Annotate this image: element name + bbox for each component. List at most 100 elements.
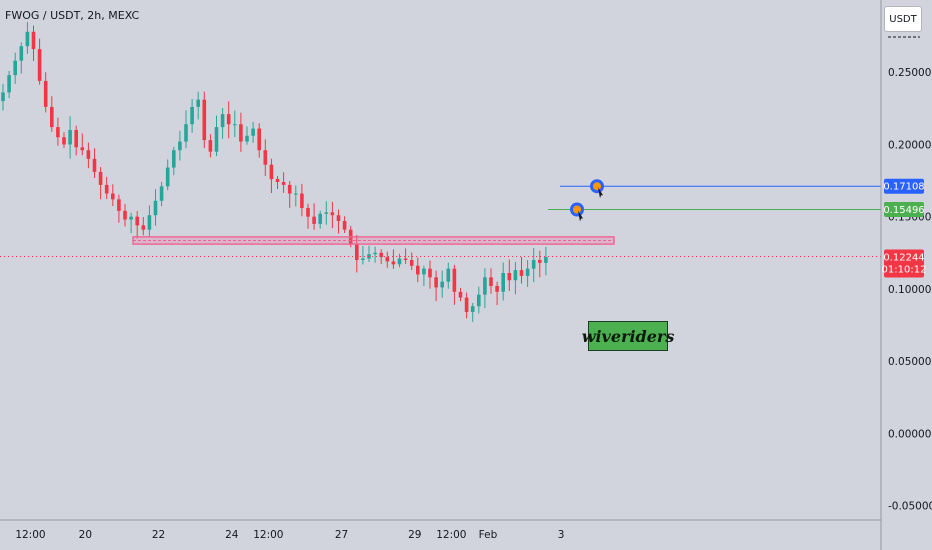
- candle-body: [111, 193, 115, 200]
- candle-body: [397, 258, 402, 265]
- symbol-title[interactable]: FWOG / USDT, 2h, MEXC: [5, 9, 140, 22]
- candle-body: [153, 200, 158, 216]
- candle: [306, 203, 310, 229]
- candle-body: [141, 225, 146, 230]
- candle: [68, 116, 72, 159]
- candle: [86, 142, 91, 169]
- candle-body: [135, 216, 139, 226]
- candle: [495, 281, 499, 306]
- candle: [263, 139, 268, 177]
- price-tick-label: 0.05000: [888, 356, 931, 368]
- candle-body: [306, 208, 310, 217]
- target-icon: [590, 179, 604, 199]
- candle: [446, 262, 451, 289]
- candle: [397, 253, 402, 268]
- candle: [117, 194, 121, 223]
- candle-body: [208, 140, 213, 152]
- candle-body: [403, 258, 408, 260]
- candle-body: [202, 99, 207, 141]
- candle: [428, 260, 432, 289]
- candle-body: [245, 135, 249, 142]
- candle: [477, 286, 481, 314]
- target-2-price-label: 0.15496: [883, 202, 925, 218]
- candle: [379, 249, 383, 265]
- time-tick-label: 12:00: [15, 529, 45, 541]
- target-icon: [570, 202, 584, 222]
- candle: [141, 217, 146, 236]
- candle-body: [31, 31, 36, 50]
- candle: [507, 259, 512, 291]
- candle: [422, 265, 426, 287]
- candle-body: [470, 306, 475, 312]
- candle-body: [495, 286, 499, 292]
- candle-body: [477, 294, 481, 307]
- candle-body: [190, 106, 194, 125]
- candle: [330, 201, 335, 229]
- candle-body: [513, 270, 518, 281]
- candle: [483, 268, 487, 309]
- target-icon-center: [573, 205, 581, 214]
- candle: [294, 185, 298, 207]
- time-tick-label: 12:00: [436, 529, 466, 541]
- candle-body: [416, 265, 420, 275]
- candle-body: [275, 179, 280, 182]
- time-tick-label: 27: [335, 529, 348, 541]
- time-tick-label: 12:00: [253, 529, 283, 541]
- candle-body: [324, 212, 329, 214]
- candle: [409, 252, 414, 270]
- time-axis[interactable]: 12:00 20 22 24 12:00 27 29 12:00 Feb 3: [0, 519, 881, 541]
- candle-body: [538, 260, 542, 263]
- candle-body: [92, 158, 97, 172]
- candle-body: [355, 244, 359, 260]
- candle: [7, 70, 11, 99]
- candle: [300, 183, 304, 217]
- candle: [220, 108, 225, 139]
- target-1-price-label: 0.17108: [883, 178, 925, 194]
- target-icon-pointer: [578, 210, 583, 222]
- candle-body: [525, 268, 530, 276]
- current-price-label-text: 0.12244: [883, 252, 924, 263]
- time-tick-label: 29: [408, 529, 421, 541]
- candle-body: [178, 141, 182, 151]
- candle: [233, 110, 237, 138]
- price-tick-label: 0.25000: [888, 67, 931, 79]
- currency-button[interactable]: USDT: [884, 6, 922, 32]
- candle-body: [129, 216, 133, 220]
- candle-body: [257, 128, 261, 151]
- target-levels-layer: [0, 185, 881, 257]
- candle-body: [239, 124, 243, 142]
- candle-body: [464, 297, 469, 312]
- price-axis[interactable]: 0.250000.200000.150000.100000.050000.000…: [880, 0, 932, 550]
- candle-body: [37, 49, 42, 81]
- candle: [458, 287, 463, 302]
- candle: [367, 245, 371, 263]
- candle-body: [458, 291, 463, 298]
- candle-body: [391, 261, 396, 265]
- candle: [470, 302, 475, 322]
- candle-body: [544, 257, 548, 263]
- candle-body: [361, 258, 365, 260]
- candle: [13, 52, 17, 84]
- candle: [239, 112, 243, 152]
- candle-body: [233, 124, 237, 126]
- candle: [214, 115, 219, 157]
- candle: [342, 216, 347, 233]
- candle: [80, 133, 85, 156]
- candle: [269, 158, 274, 194]
- target-icon-center: [593, 182, 601, 191]
- candle-body: [269, 164, 274, 180]
- price-tick-label: 0.00000: [888, 428, 931, 440]
- candle-body: [184, 124, 188, 142]
- candle: [56, 117, 60, 146]
- candle: [165, 159, 170, 191]
- candle-body: [1, 92, 5, 102]
- candle-body: [379, 252, 383, 258]
- candle-body: [43, 80, 48, 107]
- candle: [312, 203, 316, 230]
- watermark-label: wiveriders: [582, 321, 674, 351]
- candle: [403, 248, 408, 264]
- candle-body: [172, 150, 176, 168]
- candle: [257, 123, 261, 158]
